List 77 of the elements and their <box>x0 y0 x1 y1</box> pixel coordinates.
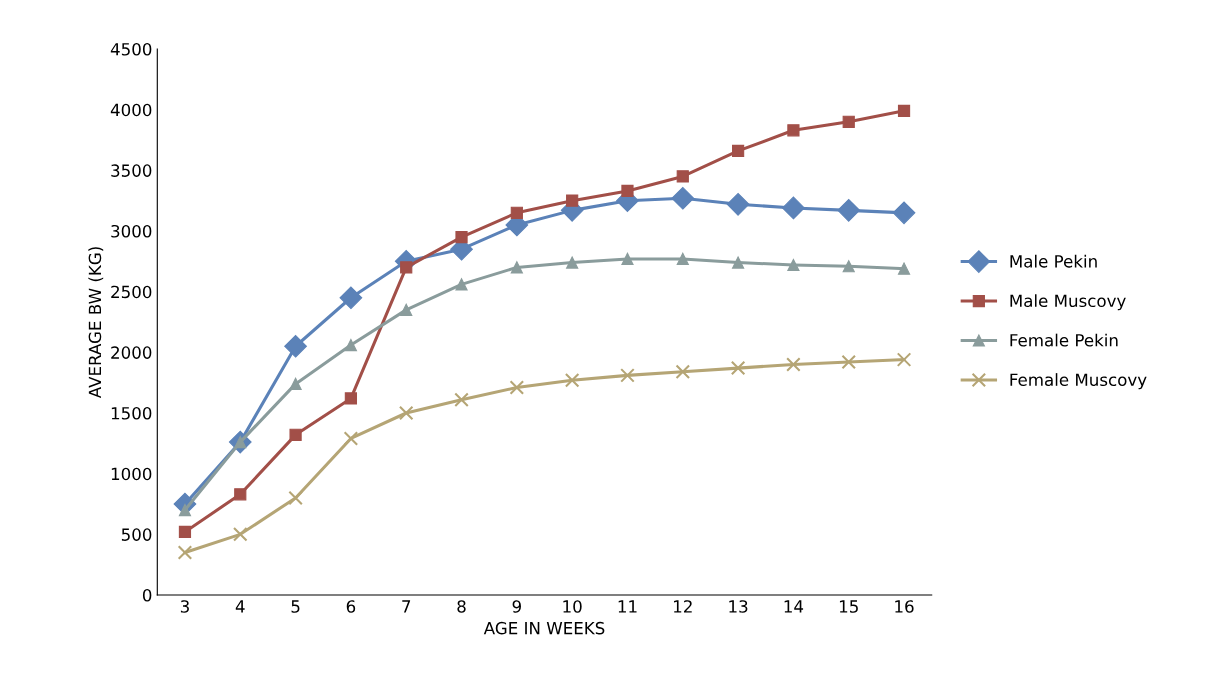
point <box>400 261 413 274</box>
point <box>509 380 525 395</box>
y-axis-title: AVERAGE BW (KG) <box>88 247 104 399</box>
point <box>455 230 468 244</box>
point <box>787 124 800 137</box>
point <box>730 360 746 376</box>
x-tick-label: 5 <box>291 600 300 613</box>
point <box>284 334 307 358</box>
y-tick-label: 4500 <box>110 42 152 56</box>
point <box>344 338 358 352</box>
x-tick-label: 13 <box>729 600 748 613</box>
y-tick-label: 1500 <box>111 406 152 420</box>
point <box>289 377 302 390</box>
point <box>178 503 192 517</box>
x-tick-label: 11 <box>618 600 637 613</box>
point <box>400 303 413 316</box>
point <box>726 192 750 216</box>
point <box>339 286 363 310</box>
x-tick-label: 7 <box>402 600 411 613</box>
point <box>621 252 634 266</box>
legend-label: Male Pekin <box>1010 254 1097 268</box>
x-tick-label: 9 <box>512 600 521 613</box>
point <box>621 184 634 198</box>
y-tick-label: 2500 <box>111 285 152 299</box>
y-tick-label: 0 <box>142 588 152 602</box>
point <box>177 545 193 560</box>
y-tick-label: 3500 <box>111 164 152 177</box>
point <box>620 368 635 383</box>
x-tick-label: 15 <box>839 600 858 613</box>
x-tick-label: 8 <box>457 600 466 613</box>
point <box>896 352 912 367</box>
x-tick-label: 4 <box>235 600 245 613</box>
point <box>787 258 800 272</box>
point <box>892 201 916 225</box>
point <box>842 260 855 273</box>
y-tick-label: 500 <box>121 528 152 541</box>
point <box>842 115 855 128</box>
x-tick-label: 14 <box>784 600 804 613</box>
y-tick-label: 1000 <box>111 467 152 481</box>
point <box>786 357 801 372</box>
point <box>566 194 579 207</box>
x-tick-label: 6 <box>346 600 356 613</box>
point <box>344 392 358 405</box>
x-tick-label: 10 <box>563 600 582 613</box>
point <box>841 354 857 370</box>
point <box>288 490 303 506</box>
y-tick-label: 4000 <box>110 103 152 117</box>
point <box>837 199 861 222</box>
point <box>232 527 248 542</box>
point <box>676 170 689 183</box>
point <box>398 405 414 421</box>
point <box>676 252 689 266</box>
point <box>178 525 192 539</box>
point <box>671 186 695 210</box>
legend-label: Male Muscovy <box>1010 294 1126 311</box>
legend-label: Female Pekin <box>1010 333 1118 347</box>
x-tick-label: 12 <box>674 600 692 613</box>
point <box>782 196 805 220</box>
point <box>454 392 469 407</box>
point <box>897 262 911 275</box>
point <box>566 256 579 269</box>
legend-label: Female Muscovy <box>1010 373 1147 390</box>
point <box>897 104 911 117</box>
point <box>731 144 745 158</box>
x-tick-label: 3 <box>180 600 189 613</box>
y-tick-label: 2000 <box>111 346 152 359</box>
point <box>510 206 523 219</box>
y-tick-label: 3000 <box>111 224 152 238</box>
x-axis-title: AGE IN WEEKS <box>483 621 605 635</box>
point <box>510 261 523 274</box>
point <box>564 372 580 388</box>
point <box>675 364 691 380</box>
point <box>343 431 359 446</box>
point <box>234 488 247 501</box>
x-tick-label: 16 <box>895 600 914 613</box>
point <box>731 256 745 269</box>
point <box>289 428 302 441</box>
